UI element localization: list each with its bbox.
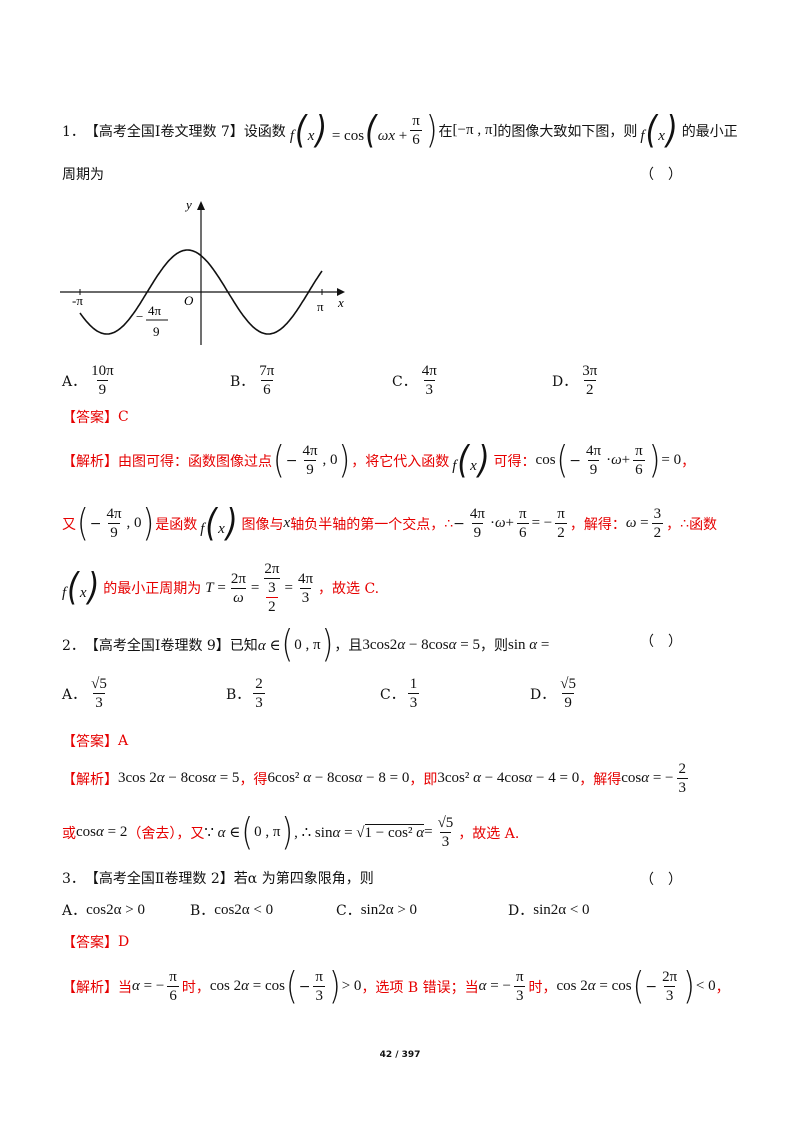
q1-interval: [−π , π] — [452, 122, 498, 138]
q3-option-a: A． cos2α > 0 — [62, 901, 145, 920]
q2-answer-blank: （ ） — [640, 634, 682, 650]
q1-option-a: A． 10π 9 — [62, 363, 114, 398]
cosine-curve — [79, 249, 323, 335]
q2-answer: 【答案】 A — [62, 733, 129, 750]
label-neg-pi: -π — [72, 293, 83, 308]
label-origin: O — [184, 293, 194, 308]
q1-analysis-line3: f(x) 的最小正周期为 T = 2π ω = 2π 3 2 = 4π 3 ，故选 C. — [62, 561, 380, 615]
q3-option-b: B． cos2α < 0 — [190, 901, 274, 920]
q2-option-b: B． 2 3 — [226, 676, 265, 711]
q3-answer-blank: （ ） — [640, 872, 682, 888]
q1-answer: 【答案】 C — [62, 409, 129, 426]
q1-number: 1． — [62, 123, 85, 140]
q2-option-c: C． 1 3 — [380, 676, 420, 711]
q3-stem-line: 3． 【高考全国Ⅱ卷理数 2】 若α 为第四象限角，则 — [62, 871, 374, 887]
q2-option-d: D． √5 9 — [530, 676, 576, 711]
q3-option-c: C． sin2α > 0 — [336, 901, 418, 920]
q2-stem-line: 2． 【高考全国Ⅰ卷理数 9】 已知 α ∈ (0 , π) ，且 3cos2α… — [62, 622, 550, 667]
q1-option-d: D． 3π 2 — [552, 363, 598, 398]
q3-answer: 【答案】 D — [62, 934, 130, 951]
page-number: 42 / 397 — [379, 1050, 421, 1060]
label-y: y — [184, 197, 192, 212]
q1-answer-blank: （ ） — [640, 167, 682, 183]
q1-source: 【高考全国Ⅰ卷文理数 7】 — [84, 123, 244, 140]
q1-stem-text: 的图像大致如下图，则 — [497, 123, 638, 140]
q1-stem-text: 设函数 — [243, 123, 286, 140]
q1-stem-text: 在 — [438, 123, 453, 140]
q1-fx: f(x) = cos(ωx + — [289, 108, 408, 152]
q1-stem-text: 周期为 — [62, 167, 104, 183]
q2-analysis-line1: 【解析】 3cos 2α − 8cosα = 5 ，得 6cos² α − 8c… — [62, 761, 689, 796]
q1-option-c: C． 4π 3 — [392, 363, 437, 398]
q1-analysis-line2: 又 (− 4π 9 , 0) 是函数 f(x) 图像与 x 轴负半轴的第一个交点，… — [62, 501, 718, 545]
q1-option-b: B． 7π 6 — [230, 363, 275, 398]
label-x: x — [337, 295, 344, 310]
y-axis-arrow — [197, 201, 205, 210]
x-axis-arrow — [337, 288, 345, 296]
q3-option-d: D． sin2α < 0 — [508, 901, 590, 920]
label-pi: π — [317, 299, 324, 314]
q2-option-a: A． √5 3 — [62, 676, 107, 711]
q1-stem-text: 的最小正 — [681, 123, 738, 140]
q1-cosine-graph: -π π x y O − 4π 9 — [60, 197, 345, 345]
q1-analysis-line1: 【解析】 由图可得：函数图像过点 (− 4π 9 , 0) ，将它代入函数 f(x… — [62, 438, 696, 482]
label-mark-den: 9 — [153, 324, 160, 339]
q2-analysis-line2: 或 cosα = 2 （舍去），又 ∵ α ∈ (0 , π) , ∴ sinα… — [62, 810, 520, 854]
q1-stem-line2: 周期为 — [62, 164, 104, 184]
label-mark-num: 4π — [148, 303, 162, 318]
q1-fx-2: f(x) — [640, 108, 678, 152]
label-mark-sign: − — [136, 309, 143, 324]
